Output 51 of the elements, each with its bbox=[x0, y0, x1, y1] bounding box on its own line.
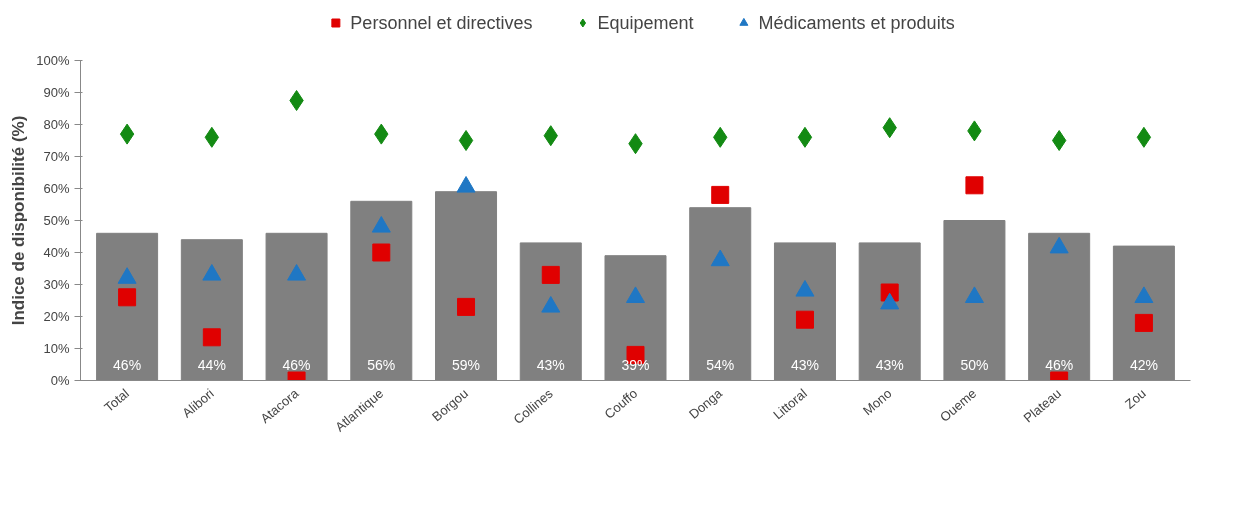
point bbox=[964, 286, 984, 303]
data-label: 42% bbox=[1129, 356, 1158, 373]
point bbox=[289, 90, 304, 111]
point bbox=[541, 265, 560, 284]
point bbox=[456, 176, 476, 193]
x-tick-label: Zou bbox=[1121, 385, 1149, 412]
point bbox=[797, 126, 813, 148]
y-tick-label: 60% bbox=[43, 181, 70, 196]
data-label: 46% bbox=[282, 356, 311, 373]
y-tick-label: 10% bbox=[43, 341, 70, 356]
y-tick-label: 80% bbox=[43, 117, 70, 132]
point bbox=[1136, 126, 1152, 148]
y-tick-label: 70% bbox=[43, 149, 70, 164]
data-label: 56% bbox=[367, 356, 396, 373]
data-label: 54% bbox=[706, 356, 735, 373]
data-label: 43% bbox=[875, 356, 904, 373]
point bbox=[1049, 236, 1069, 254]
data-label: 46% bbox=[113, 356, 142, 373]
y-tick-label: 50% bbox=[43, 213, 70, 228]
legend-label: Equipement bbox=[597, 12, 694, 33]
point bbox=[372, 243, 391, 262]
point bbox=[965, 176, 984, 195]
point bbox=[795, 280, 815, 297]
data-label: 43% bbox=[790, 356, 819, 373]
point bbox=[1134, 286, 1154, 303]
y-tick-label: 30% bbox=[43, 277, 70, 292]
data-label: 50% bbox=[960, 356, 989, 373]
point bbox=[458, 130, 474, 151]
point bbox=[710, 249, 730, 267]
y-tick-label: 40% bbox=[43, 245, 70, 260]
y-tick-label: 0% bbox=[50, 373, 70, 388]
data-label: 44% bbox=[197, 356, 226, 373]
legend-label: Médicaments et produits bbox=[758, 12, 955, 33]
y-tick-label: 100% bbox=[36, 53, 70, 68]
y-axis-title: Indice de disponibilité (%) bbox=[9, 115, 29, 326]
point bbox=[626, 286, 645, 303]
point bbox=[541, 296, 561, 313]
legend-label: Personnel et directives bbox=[350, 12, 533, 33]
point bbox=[117, 267, 137, 284]
y-tick-label: 90% bbox=[43, 85, 70, 100]
data-label: 43% bbox=[536, 356, 565, 373]
point bbox=[119, 123, 135, 145]
point bbox=[202, 264, 222, 281]
point bbox=[371, 216, 391, 233]
point bbox=[711, 185, 730, 204]
point bbox=[1052, 130, 1067, 151]
point bbox=[287, 264, 307, 281]
point bbox=[880, 292, 900, 310]
data-label: 46% bbox=[1045, 356, 1074, 373]
y-tick-label: 20% bbox=[43, 309, 70, 324]
data-label: 59% bbox=[452, 356, 481, 373]
